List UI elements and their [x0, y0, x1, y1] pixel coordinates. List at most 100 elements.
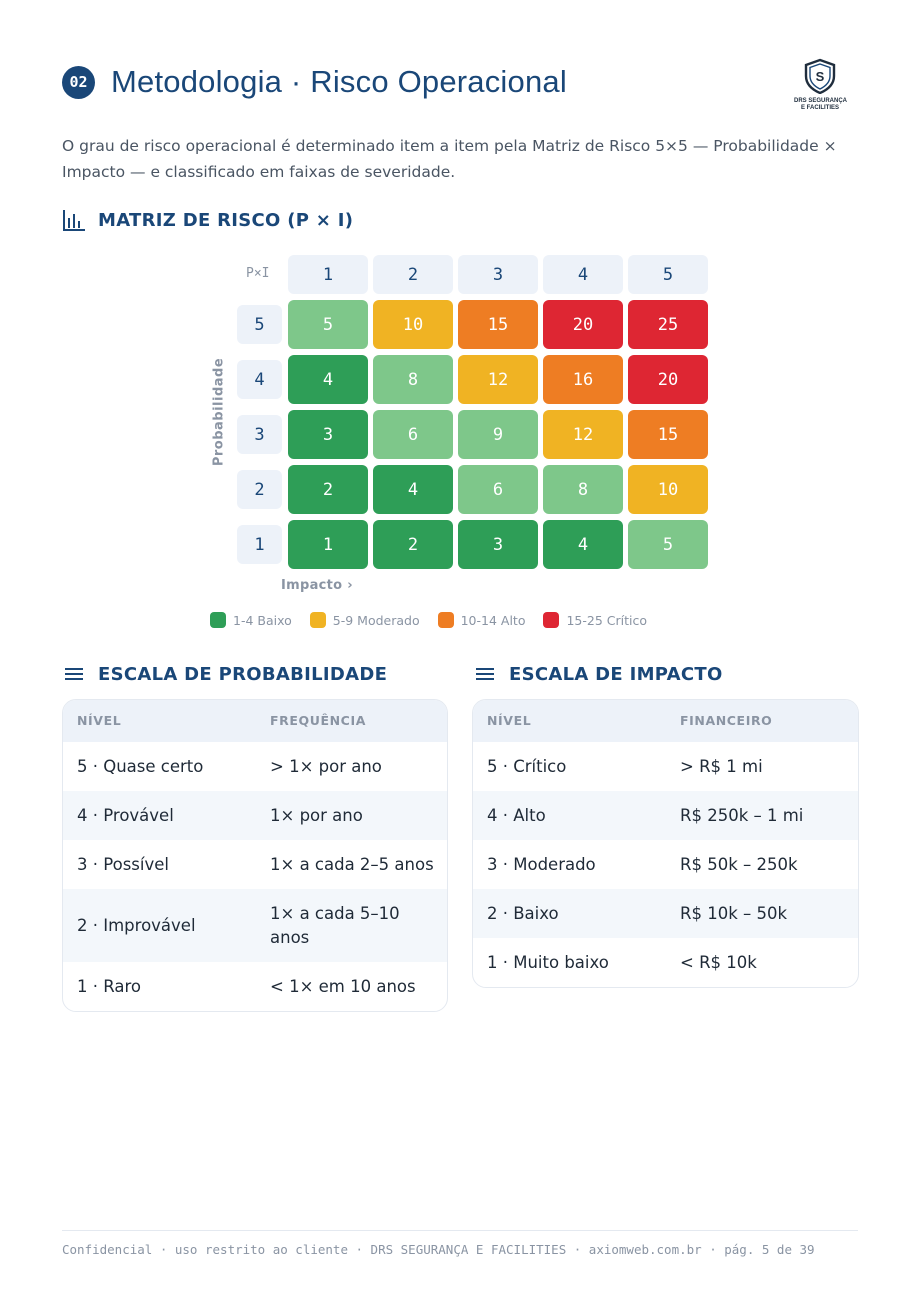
risk-cell: 4: [543, 520, 623, 569]
intro-paragraph: O grau de risco operacional é determinad…: [62, 137, 837, 181]
level-cell: 4 · Provável: [77, 805, 174, 825]
frequency-cell: < 1× em 10 anos: [270, 976, 416, 996]
legend-item: 1-4 Baixo: [210, 612, 292, 628]
table-row: 5 · Crítico > R$ 1 mi: [473, 742, 858, 791]
table-header-row: NÍVEL FREQUÊNCIA: [63, 700, 447, 742]
column-header: FREQUÊNCIA: [270, 713, 366, 728]
probability-scale-table: NÍVEL FREQUÊNCIA 5 · Quase certo > 1× po…: [62, 699, 448, 1012]
risk-cell: 8: [543, 465, 623, 514]
section-number-badge: 02: [62, 65, 95, 99]
legend-label: 1-4 Baixo: [233, 612, 292, 628]
footer-divider: [62, 1230, 858, 1231]
risk-cell: 16: [543, 355, 623, 404]
legend-swatch: [543, 612, 560, 628]
risk-cell: 1: [288, 520, 368, 569]
probability-row-header: 3: [237, 415, 282, 454]
page-header: 02 Metodologia · Risco Operacional S DRS…: [62, 58, 858, 111]
level-cell: 1 · Raro: [77, 976, 141, 996]
page-title: Metodologia · Risco Operacional: [111, 64, 567, 99]
impact-scale-heading: ESCALA DE IMPACTO: [473, 662, 723, 686]
logo-text-line1: DRS SEGURANÇA: [794, 98, 848, 104]
legend-item: 15-25 Crítico: [543, 612, 647, 628]
frequency-cell: 1× a cada 2–5 anos: [270, 854, 434, 874]
risk-cell: 6: [373, 410, 453, 459]
risk-cell: 12: [458, 355, 538, 404]
probability-scale-heading: ESCALA DE PROBABILIDADE: [62, 662, 387, 686]
legend-swatch: [437, 612, 454, 628]
risk-cell: 3: [288, 410, 368, 459]
risk-cell: 5: [288, 300, 368, 349]
table-header-row: NÍVEL FINANCEIRO: [473, 700, 858, 742]
risk-cell: 20: [628, 355, 708, 404]
impact-column-header: 2: [373, 255, 453, 294]
table-row: 4 · Provável 1× por ano: [63, 791, 447, 840]
menu-lines-icon: [65, 668, 83, 680]
matrix-heading-text: MATRIZ DE RISCO (P × I): [98, 209, 354, 231]
matrix-corner-label: P×I: [246, 266, 270, 281]
financial-cell: < R$ 10k: [680, 952, 757, 972]
risk-cell: 12: [543, 410, 623, 459]
menu-lines-icon: [476, 668, 494, 680]
probability-row-header: 2: [237, 470, 282, 509]
probability-row-header: 5: [237, 305, 282, 344]
frequency-cell: 1× a cada 5–10 anos: [270, 903, 400, 947]
risk-cell: 6: [458, 465, 538, 514]
risk-cell: 15: [458, 300, 538, 349]
table-row: 1 · Raro < 1× em 10 anos: [63, 962, 447, 1011]
financial-cell: R$ 250k – 1 mi: [680, 805, 804, 825]
level-cell: 5 · Quase certo: [77, 756, 204, 776]
legend-label: 5-9 Moderado: [332, 612, 420, 628]
risk-cell: 8: [373, 355, 453, 404]
table-row: 4 · Alto R$ 250k – 1 mi: [473, 791, 858, 840]
legend-item: 10-14 Alto: [437, 612, 526, 628]
page-footer: Confidencial · uso restrito ao cliente ·…: [62, 1242, 815, 1257]
impact-column-header: 4: [543, 255, 623, 294]
risk-cell: 15: [628, 410, 708, 459]
table-row: 5 · Quase certo > 1× por ano: [63, 742, 447, 791]
bar-chart-icon: [63, 210, 85, 231]
impact-scale-heading-text: ESCALA DE IMPACTO: [509, 663, 723, 685]
legend-swatch: [210, 612, 226, 628]
risk-cell: 9: [458, 410, 538, 459]
risk-cell: 3: [458, 520, 538, 569]
legend-label: 15-25 Crítico: [566, 612, 648, 628]
financial-cell: > R$ 1 mi: [680, 756, 763, 776]
svg-text:S: S: [816, 69, 825, 84]
table-row: 2 · Baixo R$ 10k – 50k: [473, 889, 858, 938]
level-cell: 1 · Muito baixo: [487, 952, 609, 972]
matrix-heading: MATRIZ DE RISCO (P × I): [62, 208, 353, 232]
financial-cell: R$ 50k – 250k: [680, 854, 798, 874]
risk-cell: 2: [373, 520, 453, 569]
legend-label: 10-14 Alto: [460, 612, 526, 628]
level-cell: 3 · Moderado: [487, 854, 596, 874]
risk-cell: 5: [628, 520, 708, 569]
risk-cell: 4: [373, 465, 453, 514]
impact-column-header: 5: [628, 255, 708, 294]
impact-scale-table: NÍVEL FINANCEIRO 5 · Crítico > R$ 1 mi 4…: [472, 699, 859, 988]
level-cell: 2 · Improvável: [77, 915, 196, 935]
risk-cell: 2: [288, 465, 368, 514]
logo-text-line2: E FACILITIES: [800, 105, 839, 111]
column-header: FINANCEIRO: [680, 713, 773, 728]
risk-cell: 4: [288, 355, 368, 404]
legend-swatch: [309, 612, 326, 628]
probability-row-header: 4: [237, 360, 282, 399]
probability-row-header: 1: [237, 525, 282, 564]
column-header: NÍVEL: [77, 713, 122, 728]
risk-cell: 10: [628, 465, 708, 514]
risk-cell: 20: [543, 300, 623, 349]
probability-scale-heading-text: ESCALA DE PROBABILIDADE: [98, 663, 388, 685]
drs-shield-logo: S DRS SEGURANÇA E FACILITIES: [794, 58, 848, 112]
impact-column-header: 3: [458, 255, 538, 294]
shield-logo-icon: S: [804, 58, 836, 95]
impact-column-header: 1: [288, 255, 368, 294]
table-row: 2 · Improvável 1× a cada 5–10 anos: [63, 889, 447, 962]
table-row: 1 · Muito baixo < R$ 10k: [473, 938, 858, 987]
level-cell: 4 · Alto: [487, 805, 546, 825]
risk-cell: 10: [373, 300, 453, 349]
financial-cell: R$ 10k – 50k: [680, 903, 788, 923]
column-header: NÍVEL: [487, 713, 532, 728]
frequency-cell: 1× por ano: [270, 805, 363, 825]
legend-item: 5-9 Moderado: [309, 612, 420, 628]
level-cell: 2 · Baixo: [487, 903, 559, 923]
